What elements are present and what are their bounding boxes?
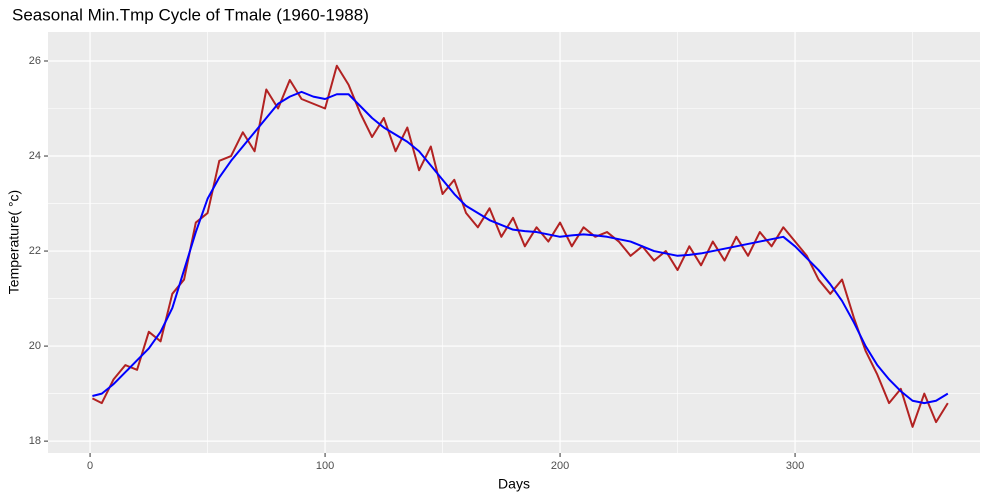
x-tick-label: 100	[316, 460, 334, 472]
x-tick-label: 0	[87, 460, 93, 472]
line-series	[92, 90, 949, 405]
x-tick-label: 200	[551, 460, 569, 472]
line-series	[91, 64, 949, 428]
chart-title: Seasonal Min.Tmp Cycle of Tmale (1960-19…	[12, 5, 369, 24]
y-tick-label: 18	[29, 435, 41, 447]
y-tick-label: 24	[29, 150, 41, 162]
panel	[48, 32, 980, 453]
y-tick-label: 20	[29, 340, 41, 352]
x-axis-label: Days	[498, 476, 530, 492]
y-tick-label: 22	[29, 245, 41, 257]
y-axis-label: Temperature( °c)	[6, 190, 22, 294]
x-tick-label: 300	[786, 460, 804, 472]
y-tick-label: 26	[29, 55, 41, 67]
